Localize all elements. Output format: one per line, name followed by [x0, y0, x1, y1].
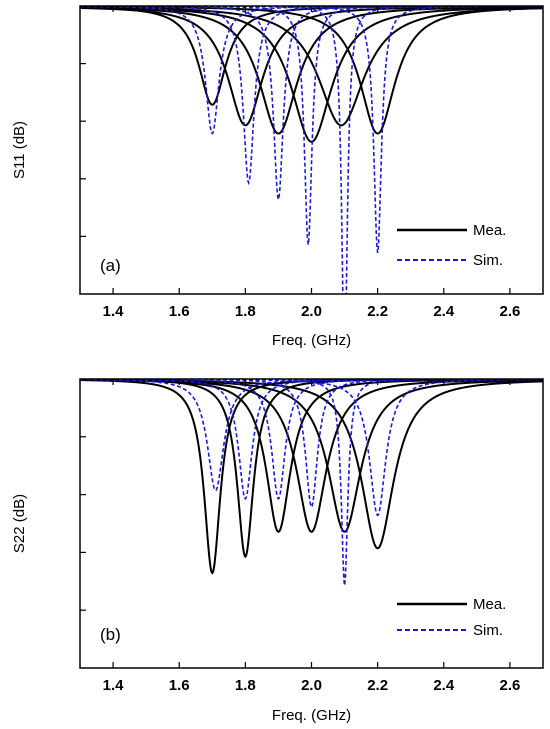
series-mea-line-6: [80, 379, 543, 550]
x-axis-label: Freq. (GHz): [272, 332, 351, 349]
x-tick-label: 2.6: [499, 303, 520, 320]
legend: Mea. Sim.: [397, 596, 506, 639]
x-tick-label: 2.4: [433, 677, 455, 694]
series-sim-line-1: [80, 6, 543, 135]
x-tick-label: 1.4: [103, 303, 125, 320]
series-sim-line-4: [80, 379, 543, 509]
series-sim-line-6: [80, 6, 543, 253]
series-mea-line-2: [80, 6, 543, 127]
x-axis-label: Freq. (GHz): [272, 707, 351, 724]
panel-b: 1.4 1.6 1.8 2.0 2.2 2.4 2.6 Freq. (GHz) S22 (dB)…: [11, 378, 544, 724]
series-mea-line-5: [80, 6, 543, 127]
panel-label: (b): [100, 625, 121, 644]
y-axis-label: S22 (dB): [11, 494, 28, 553]
panel-a: 1.4 1.6 1.8 2.0 2.2 2.4 2.6 Freq. (GHz) S11 (dB)…: [11, 5, 544, 349]
series-mea-line-3: [80, 379, 543, 533]
series-sim-line-5: [80, 379, 543, 586]
series-sim-line-1: [80, 379, 543, 492]
plot-area: [80, 379, 543, 586]
series-mea-line-5: [80, 379, 543, 533]
x-tick-label: 1.4: [103, 677, 125, 694]
x-tick-label: 2.0: [301, 677, 322, 694]
x-tick-label: 1.8: [235, 303, 256, 320]
legend-label: Sim.: [473, 252, 503, 269]
x-tick-label: 2.2: [367, 677, 388, 694]
series-mea-line-4: [80, 379, 543, 533]
x-tick-label: 1.8: [235, 677, 256, 694]
series-mea-line-6: [80, 6, 543, 135]
x-tick-label: 2.2: [367, 303, 388, 320]
legend: Mea. Sim.: [397, 222, 506, 269]
y-axis-label: S11 (dB): [11, 121, 28, 179]
series-mea-line-1: [80, 6, 543, 106]
series-sim-line-4: [80, 6, 543, 245]
series-mea-line-1: [80, 379, 543, 575]
legend-label: Mea.: [473, 222, 506, 239]
x-tick-label: 1.6: [169, 677, 190, 694]
x-tick-label: 2.0: [301, 303, 322, 320]
series-sim-line-6: [80, 379, 543, 517]
series-mea-line-4: [80, 6, 543, 143]
x-tick-label: 2.4: [433, 303, 455, 320]
series-mea-line-3: [80, 6, 543, 135]
x-tick-label: 2.6: [499, 677, 520, 694]
x-tick-label: 1.6: [169, 303, 190, 320]
legend-label: Mea.: [473, 596, 506, 613]
plot-area: [80, 6, 543, 294]
series-sim-line-3: [80, 379, 543, 500]
legend-label: Sim.: [473, 622, 503, 639]
series-sim-line-2: [80, 379, 543, 500]
panel-label: (a): [100, 256, 121, 275]
